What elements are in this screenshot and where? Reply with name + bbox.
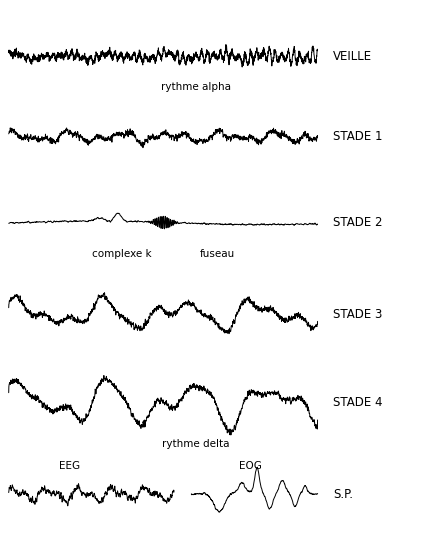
Text: VEILLE: VEILLE xyxy=(332,50,371,63)
Text: STADE 3: STADE 3 xyxy=(332,308,381,321)
Text: S.P.: S.P. xyxy=(332,488,352,500)
Text: EOG: EOG xyxy=(238,461,261,471)
Text: fuseau: fuseau xyxy=(199,249,235,259)
Text: STADE 4: STADE 4 xyxy=(332,396,381,409)
Text: STADE 1: STADE 1 xyxy=(332,130,381,143)
Text: STADE 2: STADE 2 xyxy=(332,216,381,229)
Text: rythme alpha: rythme alpha xyxy=(161,82,230,92)
Text: complexe k: complexe k xyxy=(92,249,151,259)
Text: rythme delta: rythme delta xyxy=(161,439,229,449)
Text: EEG: EEG xyxy=(59,461,80,471)
